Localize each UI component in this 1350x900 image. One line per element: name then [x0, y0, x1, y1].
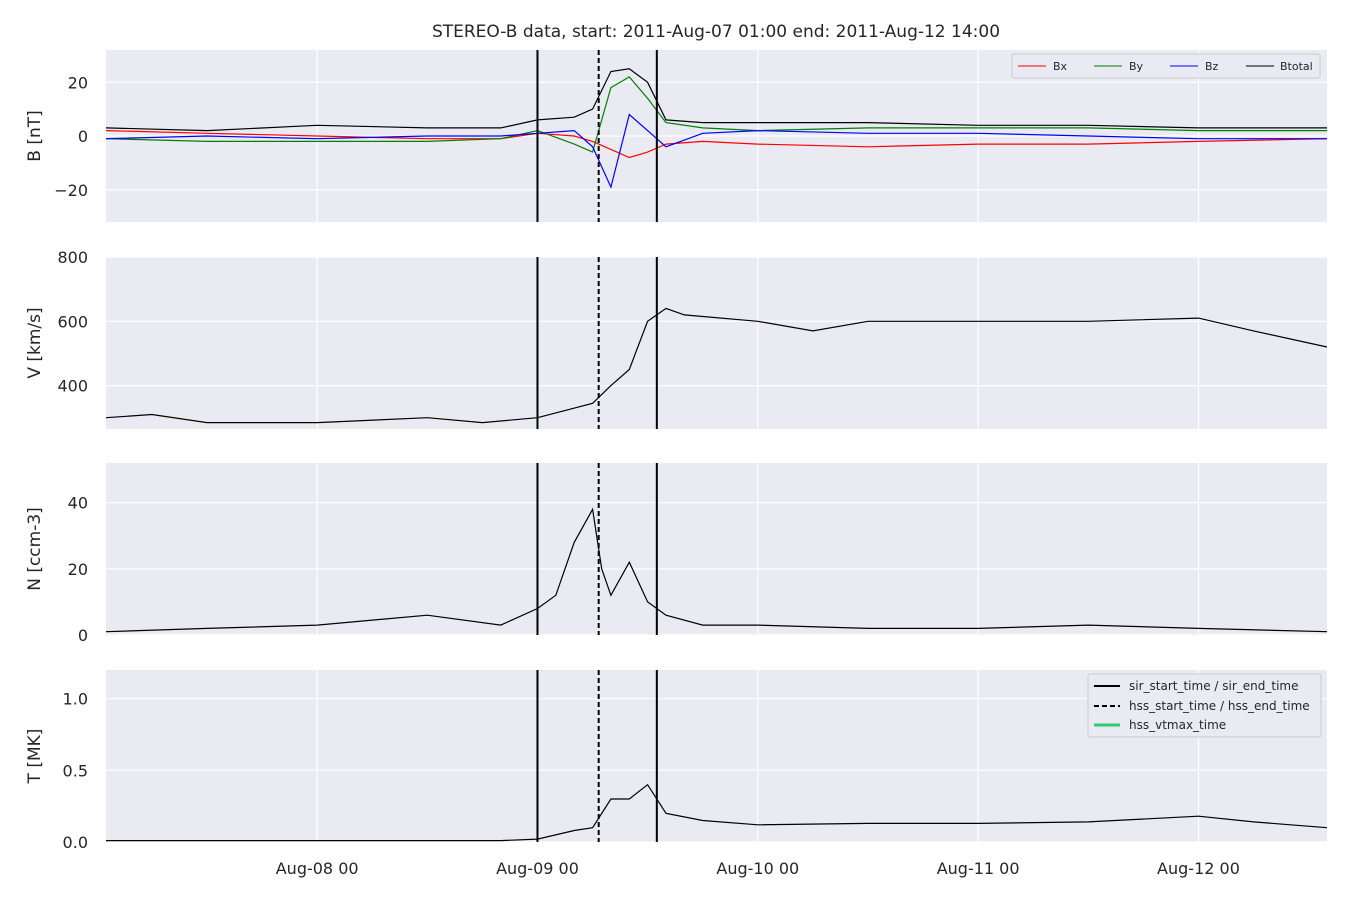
panel-n: 40 20 0 N [ccm-3] — [25, 463, 1328, 645]
y-tick-label: 0 — [78, 626, 88, 645]
y-tick-label: 20 — [68, 73, 88, 92]
y-tick-label: 0.5 — [63, 761, 88, 780]
panels: 20 0 −20 B [nT] 800 600 400 V [km/s] 40 20 0 N [ccm… — [25, 50, 1328, 852]
b-legend-box — [1011, 53, 1321, 79]
x-tick-label: Aug-08 00 — [276, 859, 359, 878]
y-tick-label: −20 — [54, 181, 88, 200]
series-btotal-line — [105, 68, 1327, 132]
panel-bg-v — [106, 257, 1327, 429]
legend-sir-label: sir_start_time / sir_end_time — [1129, 679, 1299, 693]
y-tick-label: 400 — [57, 377, 88, 396]
series-by-line — [105, 76, 1327, 153]
legend-bz-label: Bz — [1205, 60, 1219, 73]
y-tick-label: 40 — [68, 494, 88, 513]
series-bx-line — [105, 130, 1328, 159]
legend-vtmax-label: hss_vtmax_time — [1129, 718, 1226, 732]
y-axis-label: V [km/s] — [25, 307, 45, 378]
t-legend-box — [1087, 673, 1322, 738]
y-tick-label: 600 — [57, 312, 88, 331]
legend-by-label: By — [1129, 60, 1144, 73]
y-axis-label: B [nT] — [25, 110, 45, 162]
legend-btotal-label: Btotal — [1280, 60, 1313, 73]
x-tick-label: Aug-12 00 — [1157, 859, 1240, 878]
y-tick-label: 0 — [78, 127, 88, 146]
y-tick-label: 0.0 — [63, 833, 88, 852]
y-axis-label: T [MK] — [25, 729, 45, 785]
x-tick-label: Aug-11 00 — [937, 859, 1020, 878]
panel-bg-n — [106, 463, 1327, 635]
t-legend: sir_start_time / sir_end_time hss_start_… — [1087, 673, 1322, 738]
y-tick-label: 20 — [68, 560, 88, 579]
y-tick-label: 800 — [57, 248, 88, 267]
legend-hss-label: hss_start_time / hss_end_time — [1129, 699, 1310, 713]
panel-v: 800 600 400 V [km/s] — [25, 248, 1328, 429]
y-axis-label: N [ccm-3] — [25, 507, 45, 591]
b-legend: Bx By Bz Btotal — [1011, 53, 1321, 79]
legend-bx-label: Bx — [1053, 60, 1068, 73]
y-tick-label: 1.0 — [63, 690, 88, 709]
panel-b: 20 0 −20 B [nT] — [25, 50, 1328, 222]
series-bz-line — [105, 113, 1327, 189]
x-axis: Aug-08 00 Aug-09 00 Aug-10 00 Aug-11 00 Aug-… — [276, 859, 1240, 878]
x-tick-label: Aug-09 00 — [496, 859, 579, 878]
x-tick-label: Aug-10 00 — [716, 859, 799, 878]
figure-title: STEREO-B data, start: 2011-Aug-07 01:00 … — [432, 22, 1000, 42]
series-n-line — [105, 507, 1328, 633]
